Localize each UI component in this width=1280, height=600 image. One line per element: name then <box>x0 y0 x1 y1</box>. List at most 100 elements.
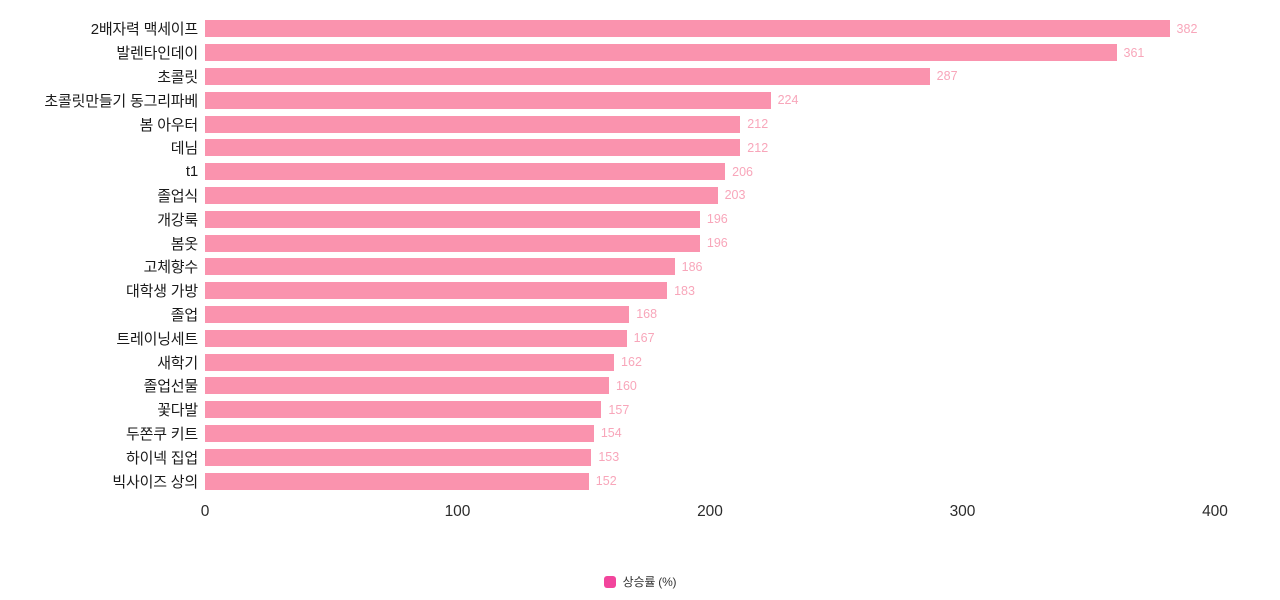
bar <box>205 353 615 371</box>
value-label: 186 <box>681 259 703 274</box>
bar-row: 봄옷 196 <box>0 231 1215 255</box>
bar-track: 196 <box>205 207 1215 231</box>
bar <box>205 163 726 181</box>
category-label: 졸업선물 <box>143 378 199 396</box>
bar-row: 새학기 162 <box>0 350 1215 374</box>
bar-track: 196 <box>205 231 1215 255</box>
value-label: 168 <box>636 307 658 322</box>
category-label: 초콜릿만들기 동그리파베 <box>44 92 198 110</box>
bar-row: 빅사이즈 상의 152 <box>0 469 1215 493</box>
bar <box>205 139 741 157</box>
bar <box>205 424 594 442</box>
bar-row: 봄 아우터 212 <box>0 112 1215 136</box>
bar <box>205 329 627 347</box>
bar-row: 고체향수 186 <box>0 255 1215 279</box>
bar-row: 초콜릿만들기 동그리파베 224 <box>0 88 1215 112</box>
bar-track: 157 <box>205 398 1215 422</box>
value-label: 361 <box>1123 45 1145 60</box>
category-label: 초콜릿 <box>157 68 198 86</box>
x-tick-label: 0 <box>200 503 210 520</box>
category-label: 트레이닝세트 <box>116 330 198 348</box>
bar-row: 트레이닝세트 167 <box>0 326 1215 350</box>
bar-track: 152 <box>205 469 1215 493</box>
bar-track: 162 <box>205 350 1215 374</box>
bar <box>205 67 930 85</box>
bar-track: 186 <box>205 255 1215 279</box>
bar-track: 382 <box>205 17 1215 41</box>
bar-row: 졸업식 203 <box>0 184 1215 208</box>
bar-track: 361 <box>205 41 1215 65</box>
value-label: 224 <box>777 93 799 108</box>
bar <box>205 186 718 204</box>
value-label: 196 <box>706 212 728 227</box>
bar-row: 꽃다발 157 <box>0 398 1215 422</box>
category-label: 봄옷 <box>170 235 198 253</box>
bar-track: 287 <box>205 65 1215 89</box>
bar <box>205 305 630 323</box>
category-label: 두쫀쿠 키트 <box>126 425 198 443</box>
category-label: 새학기 <box>157 354 198 372</box>
category-label: 봄 아우터 <box>139 116 199 134</box>
bar-row: 2배자력 맥세이프 382 <box>0 17 1215 41</box>
bar <box>205 448 592 466</box>
bar-track: 203 <box>205 184 1215 208</box>
bar-row: 졸업선물 160 <box>0 374 1215 398</box>
bar-track: 206 <box>205 160 1215 184</box>
bar-track: 212 <box>205 112 1215 136</box>
chart-rows: 2배자력 맥세이프 382 발렌타인데이 361 초콜릿 287 초콜릿만들기 동그리파베 2… <box>0 17 1215 493</box>
category-label: 데님 <box>170 140 198 158</box>
value-label: 183 <box>674 283 695 298</box>
bar <box>205 210 700 228</box>
category-label: 졸업식 <box>157 187 198 205</box>
bar-row: 졸업 168 <box>0 303 1215 327</box>
value-label: 160 <box>616 378 637 393</box>
value-label: 152 <box>595 474 617 489</box>
bar-row: t1 206 <box>0 160 1215 184</box>
bar-track: 160 <box>205 374 1215 398</box>
x-tick-label: 300 <box>949 503 976 520</box>
bar <box>205 258 675 276</box>
category-label: 2배자력 맥세이프 <box>90 21 199 39</box>
bar <box>205 44 1117 62</box>
value-label: 196 <box>706 236 728 251</box>
value-label: 212 <box>747 117 769 132</box>
category-label: t1 <box>185 163 198 181</box>
bar-track: 167 <box>205 326 1215 350</box>
bar-row: 발렌타인데이 361 <box>0 41 1215 65</box>
bar-row: 초콜릿 287 <box>0 65 1215 89</box>
bar-track: 153 <box>205 445 1215 469</box>
legend-marker-icon <box>603 575 616 588</box>
category-label: 꽃다발 <box>157 402 198 420</box>
category-label: 발렌타인데이 <box>116 45 198 63</box>
bar <box>205 20 1170 38</box>
category-label: 대학생 가방 <box>126 283 198 301</box>
value-label: 382 <box>1176 21 1198 36</box>
bar-track: 183 <box>205 279 1215 303</box>
bar-row: 하이넥 집업 153 <box>0 445 1215 469</box>
value-label: 287 <box>936 69 958 84</box>
bar-row: 데님 212 <box>0 136 1215 160</box>
x-tick-label: 200 <box>697 503 723 520</box>
bar <box>205 91 771 109</box>
bar-row: 대학생 가방 183 <box>0 279 1215 303</box>
legend-label: 상승률 (%) <box>622 575 677 589</box>
x-tick-label: 400 <box>1202 503 1228 520</box>
value-label: 206 <box>732 164 753 179</box>
legend: 상승률 (%) <box>0 573 1280 590</box>
category-label: 개강룩 <box>157 211 198 229</box>
bar-row: 두쫀쿠 키트 154 <box>0 422 1215 446</box>
bar <box>205 234 700 252</box>
x-axis: 0 100 200 300 400 <box>201 503 1228 525</box>
bar-track: 224 <box>205 88 1215 112</box>
category-label: 빅사이즈 상의 <box>112 473 198 491</box>
bar <box>205 401 602 419</box>
bar <box>205 472 589 490</box>
bar-track: 168 <box>205 303 1215 327</box>
value-label: 203 <box>724 188 746 203</box>
bar <box>205 377 609 395</box>
bar <box>205 115 741 133</box>
bar-track: 212 <box>205 136 1215 160</box>
value-label: 157 <box>608 402 630 417</box>
bar <box>205 282 668 300</box>
